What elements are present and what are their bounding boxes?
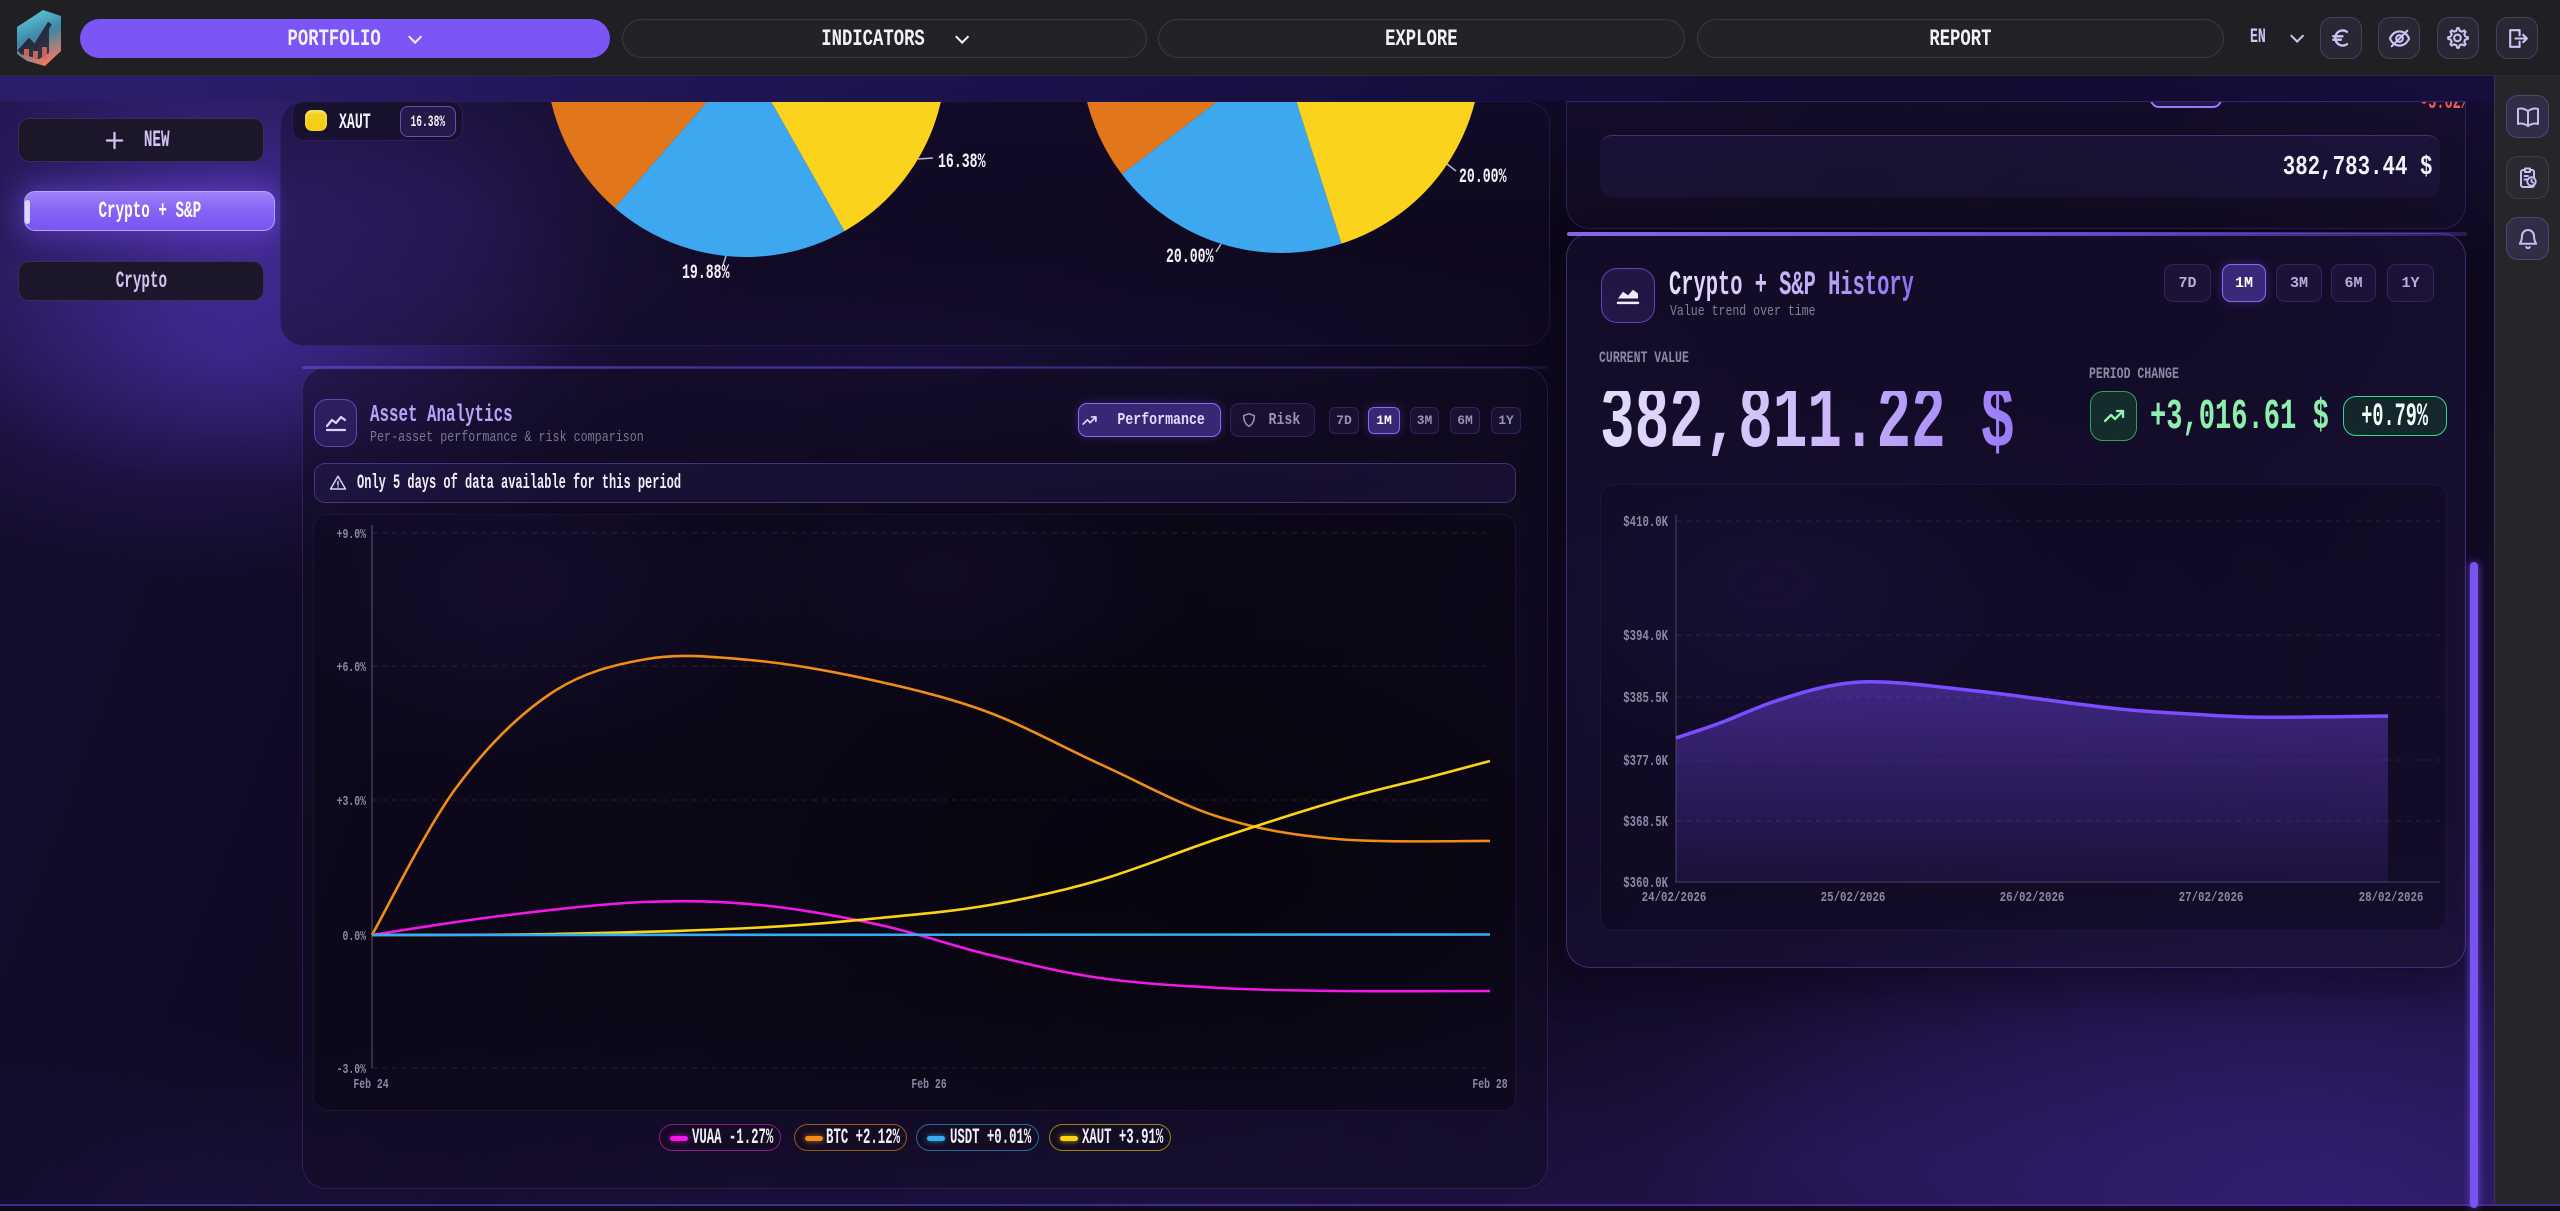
svg-text:20.00%: 20.00% [1459, 167, 1507, 189]
svg-text:$368.5K: $368.5K [1623, 813, 1668, 830]
svg-text:+6.0%: +6.0% [337, 659, 367, 675]
svg-text:19.88%: 19.88% [682, 263, 730, 285]
svg-text:27/02/2026: 27/02/2026 [2179, 890, 2244, 905]
svg-text:26/02/2026: 26/02/2026 [2000, 890, 2065, 905]
svg-text:Feb 24: Feb 24 [353, 1076, 388, 1092]
svg-text:$394.0K: $394.0K [1623, 627, 1668, 644]
svg-text:28/02/2026: 28/02/2026 [2359, 890, 2424, 905]
svg-text:Feb 28: Feb 28 [1472, 1076, 1507, 1092]
svg-text:24/02/2026: 24/02/2026 [1642, 890, 1707, 905]
svg-text:$410.0K: $410.0K [1623, 513, 1668, 530]
svg-text:16.38%: 16.38% [938, 152, 986, 174]
svg-text:20.00%: 20.00% [1166, 247, 1214, 269]
svg-text:+9.0%: +9.0% [337, 526, 367, 542]
svg-text:0.0%: 0.0% [342, 928, 366, 944]
svg-text:25/02/2026: 25/02/2026 [1821, 890, 1886, 905]
svg-text:$377.0K: $377.0K [1623, 752, 1668, 769]
svg-text:Feb 26: Feb 26 [911, 1076, 946, 1092]
svg-text:-3.0%: -3.0% [337, 1061, 367, 1077]
svg-text:$360.0K: $360.0K [1623, 874, 1668, 891]
svg-text:+3.0%: +3.0% [337, 793, 367, 809]
svg-text:$385.5K: $385.5K [1623, 689, 1668, 706]
